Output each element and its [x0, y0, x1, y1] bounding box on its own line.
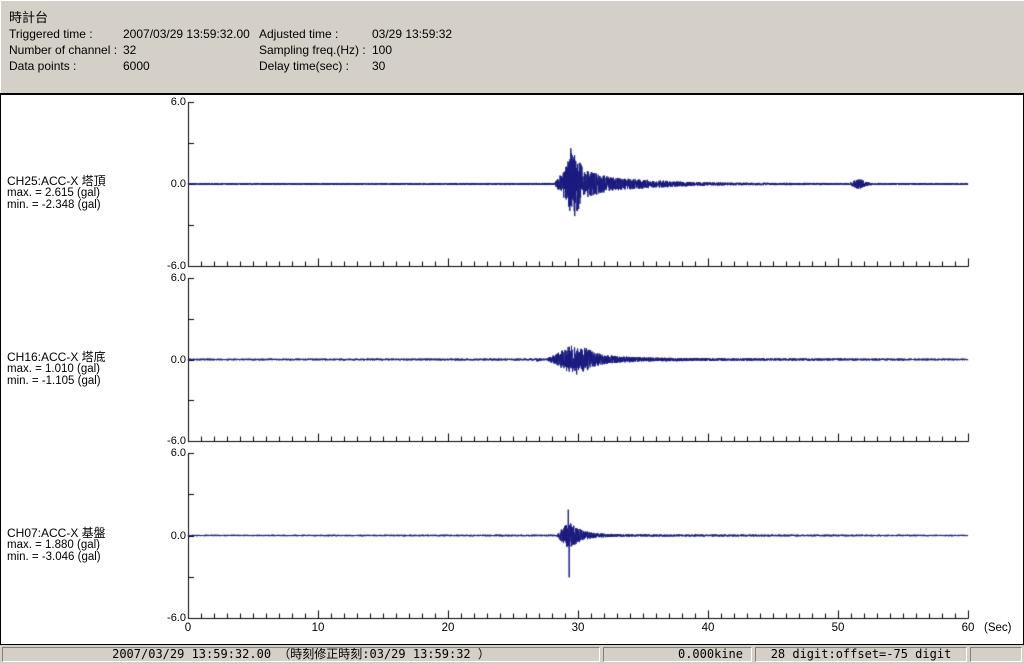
- sampling-freq-value: 100: [372, 43, 393, 57]
- x-tick-label: 20: [441, 622, 455, 634]
- y-tick-label-zero: 0.0: [170, 178, 186, 190]
- x-tick-label: 60: [961, 622, 975, 634]
- channel-max-value: max. = 2.615 (gal): [7, 187, 101, 199]
- y-tick-label-min: -6.0: [167, 435, 186, 447]
- status-empty-panel: [970, 647, 1022, 662]
- sampling-freq-label: Sampling freq.(Hz) :: [259, 43, 366, 57]
- window-title: 時計台: [9, 10, 49, 25]
- y-tick-label-min: -6.0: [167, 260, 186, 272]
- status-kine-text: 0.000kine: [677, 647, 743, 661]
- status-time-panel: 2007/03/29 13:59:32.00 （時刻修正時刻:03/29 13:…: [2, 647, 600, 662]
- y-tick-label-max: 6.0: [170, 96, 186, 108]
- y-tick-label-zero: 0.0: [170, 353, 186, 366]
- channel-min-value: min. = -1.105 (gal): [7, 374, 101, 387]
- header-info-panel: 時計台 Triggered time : 2007/03/29 13:59:32…: [0, 0, 1024, 93]
- adjusted-time-label: Adjusted time :: [259, 27, 339, 41]
- x-tick-label: 10: [311, 622, 325, 634]
- status-digit-panel: 28 digit:offset=-75 digit: [755, 647, 967, 662]
- x-tick-label: 40: [701, 622, 715, 634]
- channel-info-block: CH16:ACC-X 塔底 max. = 1.010 (gal) min. = -1…: [7, 351, 106, 387]
- waveform-plot-area: 6.0 0.0 -6.0 CH25:ACC-X 塔頂 max. = 2.615 (gal…: [0, 93, 1024, 645]
- channel-max-value: max. = 1.010 (gal): [7, 362, 101, 375]
- y-tick-label-min: -6.0: [167, 612, 186, 624]
- waveform-canvas: [1, 95, 1023, 644]
- adjusted-time-value: 03/29 13:59:32: [372, 27, 453, 41]
- x-tick-label: 30: [571, 622, 585, 634]
- status-bar: 2007/03/29 13:59:32.00 （時刻修正時刻:03/29 13:…: [0, 645, 1024, 664]
- status-kine-panel: 0.000kine: [603, 647, 752, 662]
- channel-name: CH07:ACC-X 基盤: [7, 525, 106, 540]
- triggered-time-value: 2007/03/29 13:59:32.00: [123, 27, 250, 41]
- delay-time-label: Delay time(sec) :: [259, 59, 350, 73]
- status-time-text: 2007/03/29 13:59:32.00 （時刻修正時刻:03/29 13:…: [112, 647, 490, 661]
- channel-count-label: Number of channel :: [9, 43, 118, 57]
- data-points-label: Data points :: [9, 59, 77, 73]
- x-tick-label: 0: [184, 622, 192, 634]
- data-points-value: 6000: [123, 59, 150, 73]
- channel-count-value: 32: [123, 43, 137, 57]
- triggered-time-label: Triggered time :: [9, 27, 93, 41]
- channel-info-block: CH25:ACC-X 塔頂 max. = 2.615 (gal) min. = -2…: [7, 175, 106, 211]
- channel-name: CH16:ACC-X 塔底: [7, 349, 106, 364]
- x-axis-unit-label: (Sec): [984, 622, 1012, 634]
- delay-time-value: 30: [372, 59, 386, 73]
- x-tick-label: 50: [831, 622, 845, 634]
- channel-min-value: min. = -2.348 (gal): [7, 199, 101, 211]
- y-tick-label-zero: 0.0: [170, 529, 186, 542]
- channel-name: CH25:ACC-X 塔頂: [7, 174, 106, 188]
- y-tick-label-max: 6.0: [170, 272, 186, 284]
- channel-min-value: min. = -3.046 (gal): [7, 550, 101, 563]
- channel-max-value: max. = 1.880 (gal): [7, 538, 101, 551]
- y-tick-label-max: 6.0: [170, 447, 186, 459]
- channel-info-block: CH07:ACC-X 基盤 max. = 1.880 (gal) min. = -3…: [7, 527, 106, 563]
- status-digit-text: 28 digit:offset=-75 digit: [770, 647, 952, 661]
